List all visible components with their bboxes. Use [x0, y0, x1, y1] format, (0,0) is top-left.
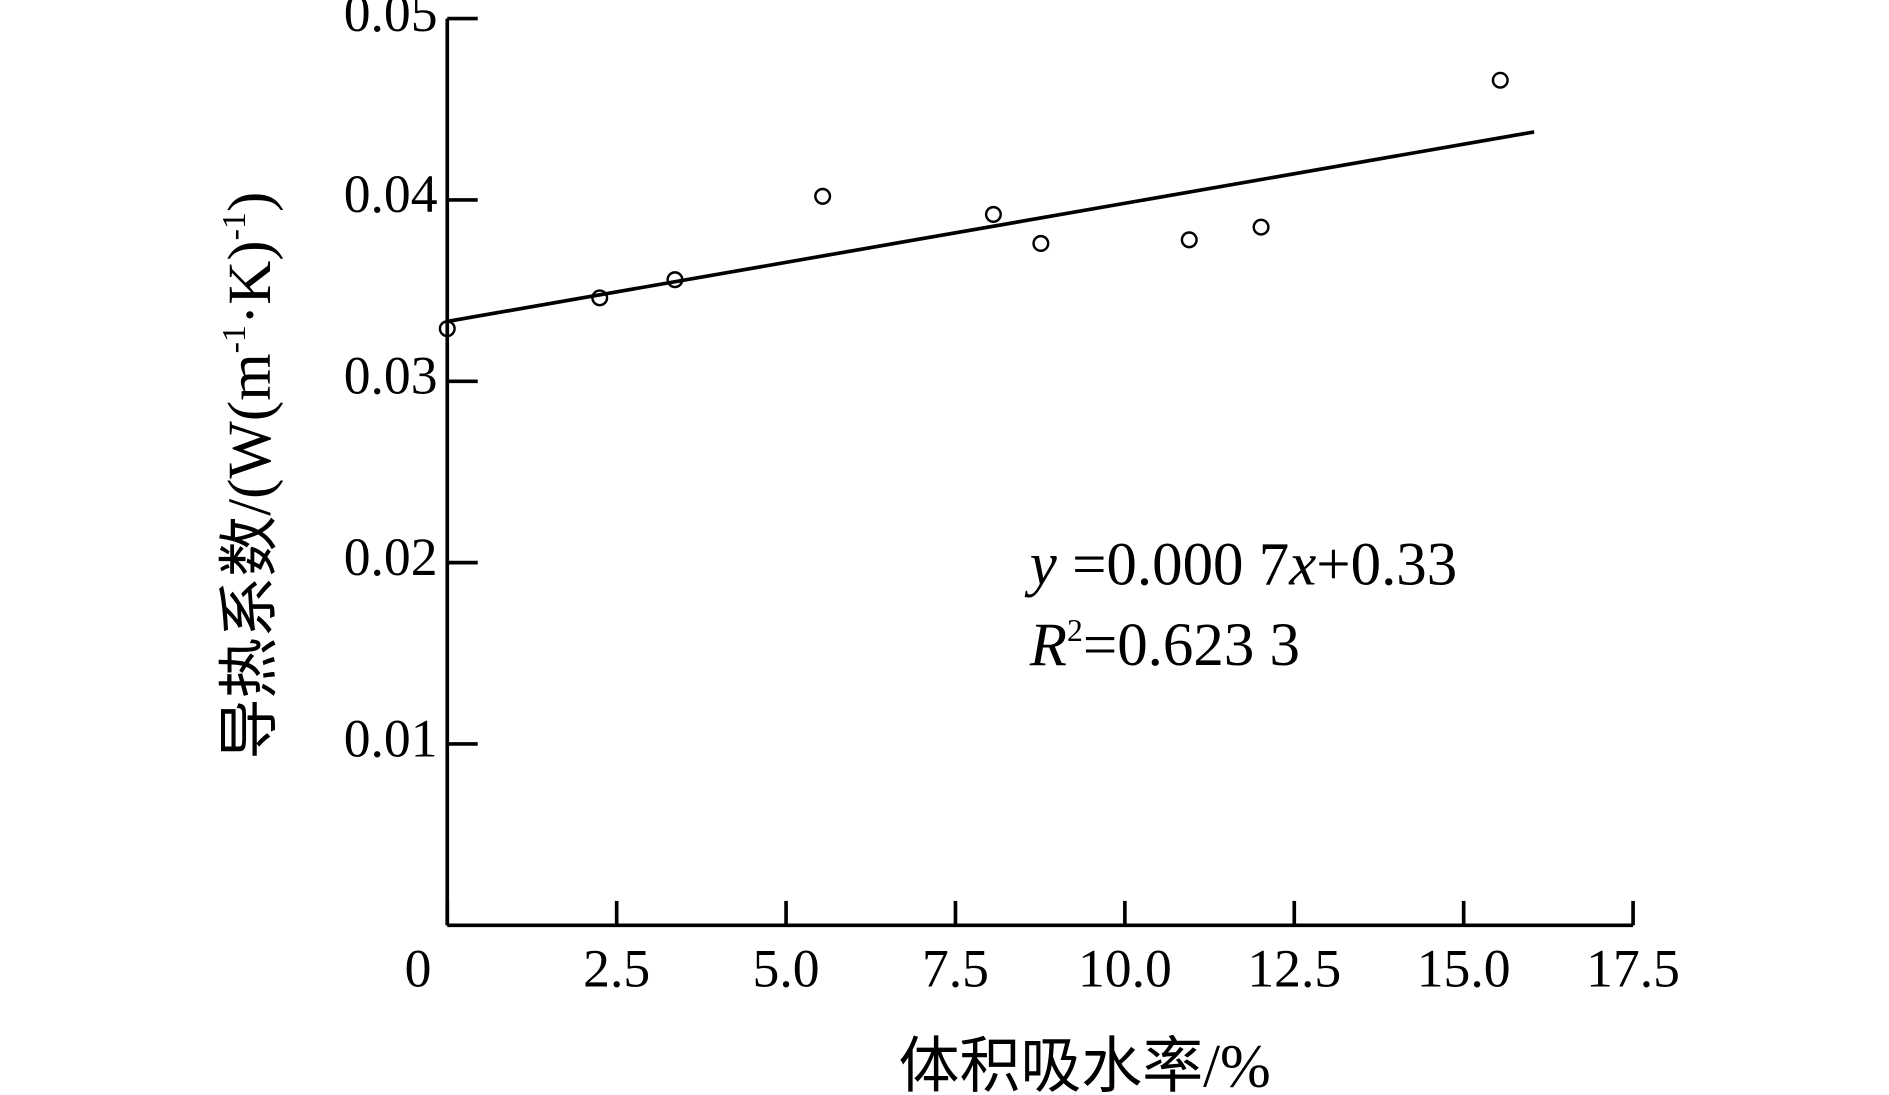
annotation-part: y: [1024, 532, 1058, 599]
data-point: [1180, 231, 1198, 249]
x-axis-title: 体积吸水率/%: [899, 1034, 1271, 1095]
data-point: [814, 187, 832, 205]
y-tick-label: 0.05: [344, 0, 438, 43]
y-axis-title-part: -1: [216, 325, 253, 353]
trend-line: [446, 130, 1535, 324]
x-tick-label: 5.0: [753, 938, 820, 998]
y-tick-label: 0.03: [344, 346, 438, 406]
y-tick-label: 0.01: [344, 708, 438, 768]
annotation-part: R: [1029, 612, 1067, 679]
annotation: R2=0.623 3: [1029, 612, 1300, 679]
annotation-part: =0.000 7: [1057, 532, 1289, 599]
y-axis-title-part: 导热系数/(W(m: [217, 353, 284, 759]
y-axis-title-part: ): [217, 192, 284, 212]
annotation-part: 2: [1067, 613, 1083, 648]
data-point: [1491, 71, 1509, 89]
annotation-part: +0.33: [1316, 532, 1457, 599]
data-point: [1252, 218, 1270, 236]
x-tick-label: 7.5: [922, 938, 989, 998]
x-tick-label: 15.0: [1417, 938, 1511, 998]
x-tick-label: 17.5: [1586, 938, 1680, 998]
y-axis-title-part: ·K): [217, 240, 284, 325]
y-tick-label: 0.02: [344, 527, 438, 587]
data-point: [984, 205, 1002, 223]
annotation-part: =0.623 3: [1083, 612, 1300, 679]
y-axis-title-part: -1: [216, 212, 253, 240]
data-point: [1032, 234, 1050, 252]
annotation-part: x: [1288, 532, 1316, 599]
x-tick-label: 10.0: [1078, 938, 1172, 998]
x-tick-label: 2.5: [583, 938, 650, 998]
annotation: y =0.000 7x+0.33: [1024, 532, 1457, 599]
y-tick-label: 0.04: [344, 164, 438, 224]
x-tick-label: 0: [405, 938, 432, 998]
y-axis-title: 导热系数/(W(m-1·K)-1): [216, 192, 284, 760]
x-tick-label: 12.5: [1247, 938, 1341, 998]
